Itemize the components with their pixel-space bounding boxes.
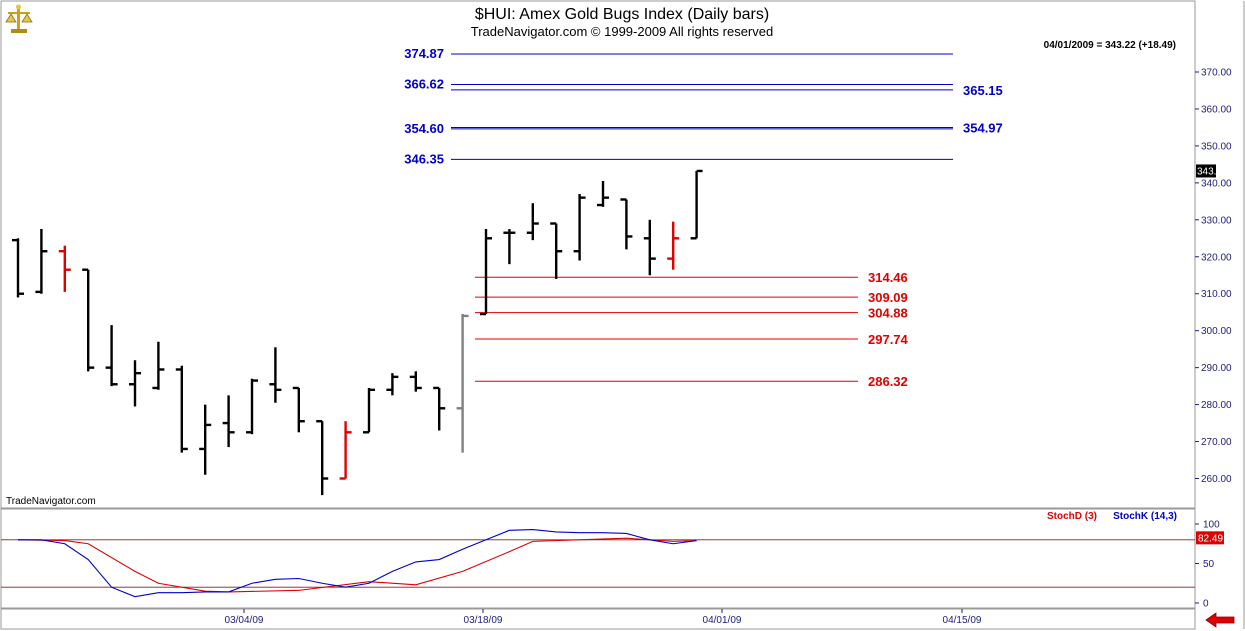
support-label: 297.74	[868, 332, 909, 347]
price-tick-label: 370.00	[1201, 68, 1232, 79]
stoch-tick-label: 0	[1203, 599, 1209, 610]
date-axis-frame	[0, 608, 1196, 630]
price-tick-label: 330.00	[1201, 215, 1232, 226]
support-label: 304.88	[868, 306, 908, 321]
support-label: 309.09	[868, 290, 908, 305]
date-axis: 03/04/09 03/18/09 04/01/09 04/15/09	[225, 609, 982, 626]
legend-stochk: StochK (14,3)	[1113, 511, 1177, 522]
stoch-last-label: 82.49	[1198, 533, 1223, 544]
price-tick-label: 280.00	[1201, 400, 1232, 411]
date-label: 04/15/09	[943, 615, 982, 626]
price-tick-label: 350.00	[1201, 141, 1232, 152]
price-tick-label: 360.00	[1201, 104, 1232, 115]
price-tick-label: 320.00	[1201, 252, 1232, 263]
ohlc-bar	[12, 238, 24, 298]
support-label: 286.32	[868, 374, 908, 389]
ohlc-bar	[456, 314, 469, 453]
ohlc-bar	[82, 268, 95, 372]
price-tick-label: 290.00	[1201, 363, 1232, 374]
price-axis: 370.00 360.00 350.00 340.00 330.00 320.00 310.…	[1195, 68, 1232, 485]
ohlc-bar	[433, 386, 446, 431]
price-tick-label: 300.00	[1201, 326, 1232, 337]
resistance-label: 374.87	[404, 46, 444, 61]
ohlc-bar	[175, 365, 188, 453]
ohlc-bar	[105, 325, 118, 387]
ohlc-bar	[316, 420, 329, 496]
ohlc-bar	[199, 404, 212, 475]
price-panel-frame	[0, 0, 1196, 509]
red-arrow-left-icon[interactable]	[1205, 612, 1235, 628]
ohlc-bar	[503, 229, 516, 265]
ohlc-bar	[690, 169, 703, 240]
ohlc-bar	[35, 229, 48, 294]
ohlc-bar	[363, 387, 375, 434]
date-label: 03/04/09	[225, 615, 264, 626]
ohlc-bar	[269, 347, 282, 403]
price-levels: 374.87 366.62 365.15 354.60 354.97 346.35 314.…	[404, 46, 1003, 389]
price-tick-label: 340.00	[1201, 178, 1232, 189]
copyright-text: TradeNavigator.com © 1999-2009 All right…	[471, 24, 773, 39]
support-label: 314.46	[868, 270, 908, 285]
ohlc-bar	[667, 221, 680, 270]
ohlc-bar	[292, 386, 305, 433]
resistance-label: 354.60	[404, 121, 444, 136]
stochk-line	[18, 528, 697, 598]
stoch-tick-label: 50	[1203, 559, 1215, 570]
ohlc-bar	[409, 371, 422, 392]
ohlc-bar	[152, 341, 165, 390]
ohlc-bar	[339, 421, 352, 480]
price-tick-label: 260.00	[1201, 474, 1232, 485]
ohlc-bar	[573, 193, 586, 261]
stochd-line	[17, 537, 697, 593]
price-tick-label: 270.00	[1201, 437, 1232, 448]
date-label: 04/01/09	[703, 615, 742, 626]
resistance-label: 346.35	[404, 151, 444, 166]
ohlc-bar	[246, 378, 258, 435]
watermark-text: TradeNavigator.com	[6, 496, 96, 507]
ohlc-bar	[222, 395, 235, 448]
ohlc-bars	[12, 169, 703, 496]
last-price-label: 343.22	[1197, 166, 1228, 177]
resistance-label: 354.97	[963, 121, 1003, 136]
ohlc-bar	[643, 219, 656, 276]
ohlc-bar	[386, 373, 399, 396]
scales-logo-icon[interactable]	[5, 4, 33, 34]
ohlc-bar	[550, 222, 563, 279]
ohlc-bar	[526, 203, 539, 241]
last-quote: 04/01/2009 = 343.22 (+18.49)	[1044, 40, 1176, 51]
ohlc-bar	[597, 181, 609, 207]
stoch-last-badge: 82.49	[1196, 531, 1224, 545]
ohlc-bar	[129, 360, 141, 407]
stoch-axis: 100 50 0	[1, 520, 1220, 610]
ohlc-bar	[480, 229, 492, 316]
chart-title: $HUI: Amex Gold Bugs Index (Daily bars)	[475, 6, 769, 23]
stoch-tick-label: 100	[1203, 520, 1220, 531]
last-price-badge: 343.22	[1196, 164, 1228, 178]
resistance-label: 365.15	[963, 83, 1003, 98]
price-tick-label: 310.00	[1201, 289, 1232, 300]
resistance-label: 366.62	[404, 76, 444, 91]
date-label: 03/18/09	[464, 615, 503, 626]
legend-stochd: StochD (3)	[1047, 511, 1097, 522]
stoch-lines	[17, 528, 697, 598]
ohlc-bar	[58, 245, 71, 292]
ohlc-bar	[620, 198, 633, 250]
